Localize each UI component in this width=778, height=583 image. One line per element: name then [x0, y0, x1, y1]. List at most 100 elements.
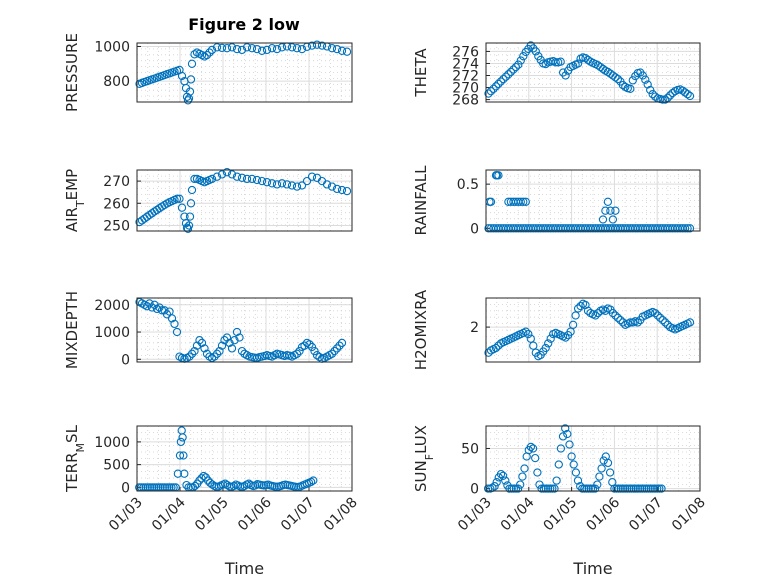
data-point [608, 215, 618, 224]
data-point [578, 484, 587, 493]
y-axis-label: THETA [412, 48, 430, 98]
data-point [531, 47, 540, 56]
x-axis-label: Time [224, 559, 264, 578]
data-point [337, 338, 347, 348]
data-point [222, 44, 232, 53]
data-point [307, 41, 317, 50]
data-point [507, 484, 516, 493]
data-point [222, 168, 232, 177]
data-point [292, 349, 302, 358]
y-tick-label: 0 [470, 482, 479, 498]
data-point [516, 56, 525, 65]
data-point [172, 194, 182, 203]
data-point [509, 65, 518, 74]
y-tick-label: 1000 [94, 39, 130, 55]
y-axis-label: TERRMSL [63, 424, 87, 493]
x-tick-label: 01/04 [149, 494, 189, 534]
data-point [322, 180, 332, 189]
data-point [519, 52, 528, 61]
data-point [646, 484, 655, 493]
subplot-rainfall: 0 0.5 RAINFALL [412, 165, 701, 237]
data-point [230, 336, 239, 345]
data-point [186, 199, 196, 208]
data-point [516, 480, 525, 489]
data-point [653, 484, 662, 493]
data-point [185, 212, 195, 221]
data-point [605, 468, 615, 477]
y-tick-label: 268 [452, 93, 479, 109]
data-point [628, 76, 637, 85]
data-point [227, 170, 237, 179]
data-point [232, 172, 242, 181]
data-point [501, 476, 510, 485]
data-point [655, 484, 664, 493]
data-point [180, 469, 189, 478]
data-point [638, 484, 647, 493]
data-point [516, 197, 525, 206]
data-point [307, 172, 317, 181]
data-point [332, 344, 342, 353]
data-point [568, 320, 578, 329]
data-point [612, 484, 621, 493]
data-point [252, 175, 262, 185]
data-point [657, 484, 666, 493]
data-point [597, 464, 606, 473]
data-point [586, 484, 596, 493]
y-tick-label: 2 [470, 320, 479, 336]
data-point [640, 484, 649, 493]
data-point [187, 59, 197, 68]
data-point [240, 481, 249, 491]
data-point [195, 476, 204, 485]
data-point [178, 433, 187, 442]
data-point [272, 44, 282, 54]
axes-box [136, 169, 353, 232]
data-point [584, 484, 593, 493]
data-point [337, 46, 347, 55]
axes-box [485, 169, 701, 232]
data-point [499, 74, 508, 84]
data-point [492, 478, 501, 487]
data-point [199, 471, 208, 481]
data-point [524, 329, 533, 339]
data-point [661, 95, 670, 104]
data-point [302, 176, 312, 186]
data-point [252, 44, 262, 54]
data-point [232, 44, 242, 54]
x-tick-label: 01/06 [235, 494, 275, 534]
data-point [247, 44, 257, 53]
data-point [486, 197, 496, 206]
data-point [175, 451, 185, 460]
y-axis-label: SUNFLUX [412, 425, 436, 492]
data-point [242, 174, 252, 184]
data-point [257, 46, 267, 55]
data-point [541, 484, 551, 493]
data-point [514, 60, 523, 69]
data-point [544, 339, 553, 348]
data-point [200, 344, 209, 353]
axes-box [136, 297, 353, 363]
data-point [554, 460, 563, 469]
data-point [658, 95, 667, 104]
y-tick-label: 1000 [94, 435, 130, 451]
y-tick-label: 274 [452, 56, 479, 72]
data-series [483, 424, 666, 493]
x-tick-label: 01/04 [498, 494, 538, 534]
data-point [494, 171, 503, 180]
y-tick-label: 1000 [94, 325, 130, 341]
data-point [217, 341, 227, 350]
data-point [685, 318, 695, 327]
data-point [513, 484, 523, 493]
x-tick-label: 01/06 [583, 494, 623, 534]
data-point [272, 180, 282, 189]
data-point [170, 319, 179, 329]
x-tick-label: 01/03 [106, 495, 146, 535]
data-point [277, 43, 287, 52]
data-point [489, 84, 498, 93]
data-point [205, 48, 214, 57]
data-point [552, 476, 561, 485]
data-point [342, 186, 352, 196]
data-point [539, 484, 548, 493]
data-point [202, 50, 212, 60]
y-tick-label: 0 [121, 352, 130, 368]
